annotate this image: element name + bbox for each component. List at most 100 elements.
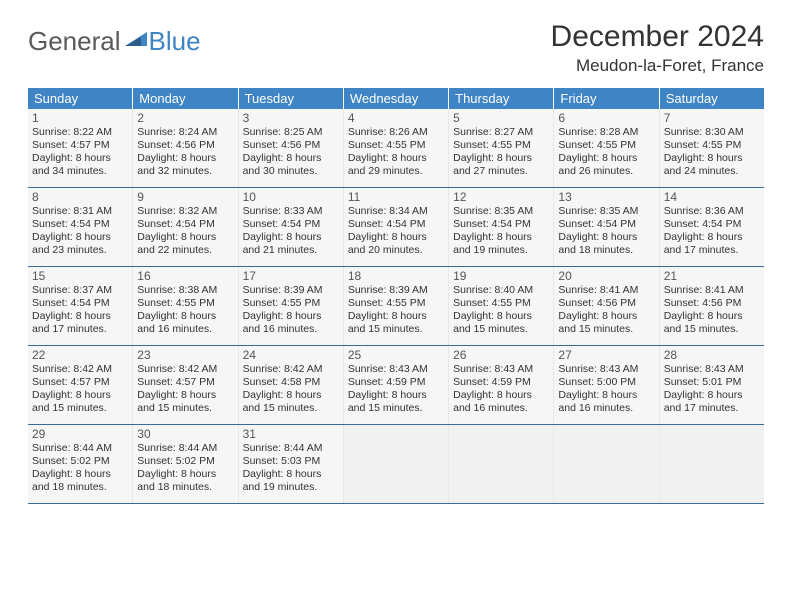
calendar-cell: 30Sunrise: 8:44 AMSunset: 5:02 PMDayligh… [133,425,238,503]
calendar-cell: 20Sunrise: 8:41 AMSunset: 4:56 PMDayligh… [554,267,659,345]
daylight-line: Daylight: 8 hours and 19 minutes. [453,231,549,257]
daylight-line: Daylight: 8 hours and 16 minutes. [243,310,339,336]
sunset-line: Sunset: 4:55 PM [558,139,654,152]
day-number: 14 [664,190,760,204]
sunset-line: Sunset: 4:56 PM [137,139,233,152]
sunrise-line: Sunrise: 8:42 AM [32,363,128,376]
calendar-row: 8Sunrise: 8:31 AMSunset: 4:54 PMDaylight… [28,188,764,267]
day-number: 28 [664,348,760,362]
calendar-cell: 7Sunrise: 8:30 AMSunset: 4:55 PMDaylight… [660,109,764,187]
calendar-cell: 31Sunrise: 8:44 AMSunset: 5:03 PMDayligh… [239,425,344,503]
sunrise-line: Sunrise: 8:37 AM [32,284,128,297]
sunrise-line: Sunrise: 8:33 AM [243,205,339,218]
sunset-line: Sunset: 5:02 PM [137,455,233,468]
daylight-line: Daylight: 8 hours and 15 minutes. [348,310,444,336]
sunset-line: Sunset: 5:01 PM [664,376,760,389]
sunrise-line: Sunrise: 8:39 AM [243,284,339,297]
sunrise-line: Sunrise: 8:34 AM [348,205,444,218]
weekday-header: Tuesday [239,88,344,109]
daylight-line: Daylight: 8 hours and 29 minutes. [348,152,444,178]
daylight-line: Daylight: 8 hours and 15 minutes. [558,310,654,336]
weekday-header: Sunday [28,88,133,109]
daylight-line: Daylight: 8 hours and 21 minutes. [243,231,339,257]
calendar-cell: 4Sunrise: 8:26 AMSunset: 4:55 PMDaylight… [344,109,449,187]
daylight-line: Daylight: 8 hours and 17 minutes. [32,310,128,336]
calendar-cell: 1Sunrise: 8:22 AMSunset: 4:57 PMDaylight… [28,109,133,187]
sunset-line: Sunset: 4:54 PM [348,218,444,231]
day-number: 5 [453,111,549,125]
daylight-line: Daylight: 8 hours and 15 minutes. [32,389,128,415]
calendar-cell: 26Sunrise: 8:43 AMSunset: 4:59 PMDayligh… [449,346,554,424]
sunset-line: Sunset: 4:59 PM [348,376,444,389]
day-number: 1 [32,111,128,125]
calendar-cell: 11Sunrise: 8:34 AMSunset: 4:54 PMDayligh… [344,188,449,266]
day-number: 13 [558,190,654,204]
month-title: December 2024 [551,20,764,54]
daylight-line: Daylight: 8 hours and 24 minutes. [664,152,760,178]
sunset-line: Sunset: 4:56 PM [243,139,339,152]
calendar-cell: 22Sunrise: 8:42 AMSunset: 4:57 PMDayligh… [28,346,133,424]
calendar-cell: 25Sunrise: 8:43 AMSunset: 4:59 PMDayligh… [344,346,449,424]
calendar-cell: 27Sunrise: 8:43 AMSunset: 5:00 PMDayligh… [554,346,659,424]
logo-text-blue: Blue [149,26,201,57]
header: General Blue December 2024 Meudon-la-For… [28,20,764,76]
sunset-line: Sunset: 4:55 PM [243,297,339,310]
sunrise-line: Sunrise: 8:38 AM [137,284,233,297]
sunset-line: Sunset: 5:00 PM [558,376,654,389]
calendar-cell: 10Sunrise: 8:33 AMSunset: 4:54 PMDayligh… [239,188,344,266]
day-number: 11 [348,190,444,204]
day-number: 6 [558,111,654,125]
calendar-cell: 15Sunrise: 8:37 AMSunset: 4:54 PMDayligh… [28,267,133,345]
title-block: December 2024 Meudon-la-Foret, France [551,20,764,76]
calendar-row: 29Sunrise: 8:44 AMSunset: 5:02 PMDayligh… [28,425,764,504]
sunrise-line: Sunrise: 8:40 AM [453,284,549,297]
day-number: 16 [137,269,233,283]
day-number: 27 [558,348,654,362]
calendar-cell-empty [344,425,449,503]
day-number: 21 [664,269,760,283]
day-number: 25 [348,348,444,362]
day-number: 10 [243,190,339,204]
calendar-cell-empty [660,425,764,503]
sunset-line: Sunset: 4:58 PM [243,376,339,389]
daylight-line: Daylight: 8 hours and 15 minutes. [137,389,233,415]
sunset-line: Sunset: 4:54 PM [453,218,549,231]
sunrise-line: Sunrise: 8:27 AM [453,126,549,139]
daylight-line: Daylight: 8 hours and 23 minutes. [32,231,128,257]
calendar-cell: 5Sunrise: 8:27 AMSunset: 4:55 PMDaylight… [449,109,554,187]
sunrise-line: Sunrise: 8:44 AM [243,442,339,455]
calendar-cell: 17Sunrise: 8:39 AMSunset: 4:55 PMDayligh… [239,267,344,345]
daylight-line: Daylight: 8 hours and 17 minutes. [664,389,760,415]
sunrise-line: Sunrise: 8:24 AM [137,126,233,139]
calendar-cell: 3Sunrise: 8:25 AMSunset: 4:56 PMDaylight… [239,109,344,187]
calendar-cell: 21Sunrise: 8:41 AMSunset: 4:56 PMDayligh… [660,267,764,345]
daylight-line: Daylight: 8 hours and 16 minutes. [558,389,654,415]
daylight-line: Daylight: 8 hours and 16 minutes. [453,389,549,415]
daylight-line: Daylight: 8 hours and 19 minutes. [243,468,339,494]
sunrise-line: Sunrise: 8:43 AM [453,363,549,376]
calendar-row: 1Sunrise: 8:22 AMSunset: 4:57 PMDaylight… [28,109,764,188]
daylight-line: Daylight: 8 hours and 15 minutes. [664,310,760,336]
sunset-line: Sunset: 4:54 PM [558,218,654,231]
sunrise-line: Sunrise: 8:35 AM [558,205,654,218]
daylight-line: Daylight: 8 hours and 27 minutes. [453,152,549,178]
sunrise-line: Sunrise: 8:43 AM [558,363,654,376]
sunset-line: Sunset: 5:03 PM [243,455,339,468]
day-number: 2 [137,111,233,125]
day-number: 29 [32,427,128,441]
calendar-cell: 13Sunrise: 8:35 AMSunset: 4:54 PMDayligh… [554,188,659,266]
sunset-line: Sunset: 4:54 PM [137,218,233,231]
sunset-line: Sunset: 4:55 PM [453,139,549,152]
sunrise-line: Sunrise: 8:25 AM [243,126,339,139]
sunrise-line: Sunrise: 8:39 AM [348,284,444,297]
daylight-line: Daylight: 8 hours and 22 minutes. [137,231,233,257]
calendar-cell: 18Sunrise: 8:39 AMSunset: 4:55 PMDayligh… [344,267,449,345]
weekday-header: Thursday [449,88,554,109]
calendar-cell: 2Sunrise: 8:24 AMSunset: 4:56 PMDaylight… [133,109,238,187]
calendar-cell: 28Sunrise: 8:43 AMSunset: 5:01 PMDayligh… [660,346,764,424]
sunrise-line: Sunrise: 8:31 AM [32,205,128,218]
sunrise-line: Sunrise: 8:44 AM [137,442,233,455]
sunset-line: Sunset: 5:02 PM [32,455,128,468]
daylight-line: Daylight: 8 hours and 32 minutes. [137,152,233,178]
sunset-line: Sunset: 4:54 PM [32,218,128,231]
